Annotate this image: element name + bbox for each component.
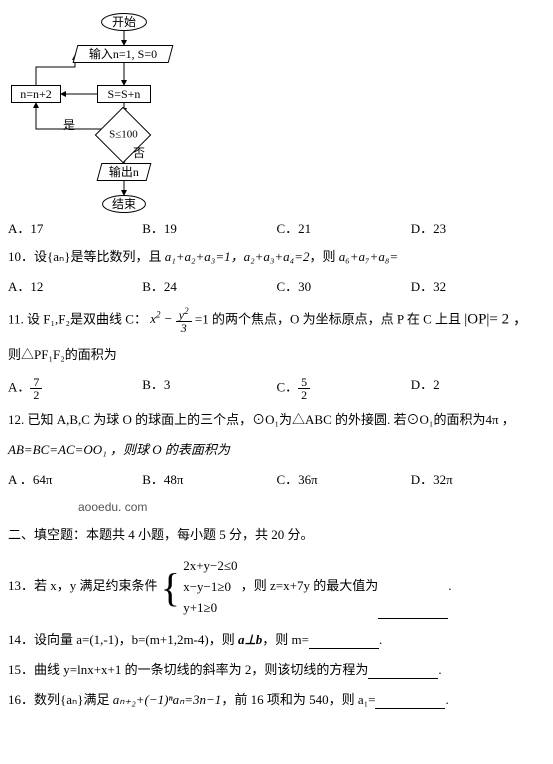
q13-c1: 2x+y−2≤0 <box>183 556 237 577</box>
q11-opt-d: D．2 <box>411 376 545 401</box>
q14: 14．设向量 a=(1,-1)，b=(m+1,2m-4)，则 a⊥b，则 m=. <box>8 631 545 649</box>
fc-output-text: 输出n <box>109 164 139 181</box>
q16-mid: 满足 <box>83 692 112 707</box>
q11-opt-a: A．72 <box>8 376 142 401</box>
q16-post: ，前 16 项和为 540，则 a₁= <box>221 692 375 707</box>
q12-opt-a: A ．64π <box>8 471 142 489</box>
q12-opt-c: C．36π <box>277 471 411 489</box>
q11-op: |OP|= 2 ， <box>464 311 528 327</box>
fc-yes-label: 是 <box>63 117 75 134</box>
q11-options: A．72 B．3 C．52 D．2 <box>8 376 545 401</box>
q9-opt-c: C．21 <box>277 220 411 238</box>
q16-seq: {aₙ} <box>60 692 83 707</box>
q11-opt-c: C．52 <box>277 376 411 401</box>
q13: 13．若 x，y 满足约束条件 { 2x+y−2≤0 x−y−1≥0 y+1≥0… <box>8 556 545 618</box>
q11-stem: 11. 设 F₁,F₂是双曲线 C： x2 − y23 =1 的两个焦点，O 为… <box>8 307 545 334</box>
watermark: aooedu. com <box>78 499 545 516</box>
q10-pre: 10．设 <box>8 249 47 264</box>
q13-dot: . <box>448 578 451 593</box>
q10-opt-b: B．24 <box>142 278 276 296</box>
fc-input: 输入n=1, S=0 <box>73 45 174 63</box>
q13-c3: y+1≥0 <box>183 598 237 619</box>
q10-opt-a: A．12 <box>8 278 142 296</box>
q10-eq2: a₆+a₇+a₈= <box>339 249 398 264</box>
q13-cases: 2x+y−2≤0 x−y−1≥0 y+1≥0 <box>183 556 237 618</box>
q10-eq1: a₁+a₂+a₃=1，a₂+a₃+a₄=2 <box>165 249 310 264</box>
q10-opt-d: D．32 <box>411 278 545 296</box>
section2-title: 二、填空题：本题共 4 小题，每小题 5 分，共 20 分。 <box>8 526 545 544</box>
q16: 16．数列{aₙ}满足 aₙ₊₂+(−1)ⁿaₙ=3n−1，前 16 项和为 5… <box>8 691 545 709</box>
q14-post: ，则 m= <box>262 632 309 647</box>
fc-cond-text: S≤100 <box>109 127 138 142</box>
q15-blank <box>368 665 438 679</box>
q14-perp: a⊥b <box>238 632 262 647</box>
flowchart-diagram: 开始 输入n=1, S=0 n=n+2 S=S+n S≤100 输出n 结束 是… <box>5 5 205 215</box>
q12-l1: 12. 已知 A,B,C 为球 O 的球面上的三个点，⊙O₁为△ABC 的外接圆… <box>8 411 545 429</box>
q11-formula: x2 − y23 <box>150 311 191 326</box>
q12-l2-text: AB=BC=AC=OO₁ ，则球 O 的表面积为 <box>8 442 230 457</box>
fc-input-text: 输入n=1, S=0 <box>89 46 157 63</box>
fc-no-label: 否 <box>133 145 145 162</box>
q16-pre: 16．数列 <box>8 692 60 707</box>
q11-pre: 11. 设 F₁,F₂是双曲线 C： <box>8 311 147 326</box>
q14-pre: 14．设向量 a=(1,-1)，b=(m+1,2m-4)，则 <box>8 632 238 647</box>
fc-output: 输出n <box>97 163 152 181</box>
q14-blank <box>309 635 379 649</box>
questions-content: A．17 B．19 C．21 D．23 10．设{aₙ}是等比数列，且 a₁+a… <box>8 220 545 721</box>
q14-dot: . <box>379 632 382 647</box>
fc-update-s: S=S+n <box>97 85 151 103</box>
q11-a-label: A． <box>8 379 30 394</box>
q9-opt-a: A．17 <box>8 220 142 238</box>
q10-stem: 10．设{aₙ}是等比数列，且 a₁+a₂+a₃=1，a₂+a₃+a₄=2，则 … <box>8 248 545 266</box>
q11-opt-b: B．3 <box>142 376 276 401</box>
flowchart-arrows <box>5 5 205 215</box>
fc-update-n: n=n+2 <box>11 85 61 103</box>
q15-text: 15．曲线 y=lnx+x+1 的一条切线的斜率为 2，则该切线的方程为 <box>8 662 368 677</box>
q9-opt-d: D．23 <box>411 220 545 238</box>
q12-opt-d: D．32π <box>411 471 545 489</box>
q10-mid1: 是等比数列，且 <box>70 249 164 264</box>
q10-mid2: ，则 <box>309 249 338 264</box>
fc-start: 开始 <box>101 13 147 31</box>
q12-options: A ．64π B．48π C．36π D．32π <box>8 471 545 489</box>
q16-blank <box>375 695 445 709</box>
q9-opt-b: B．19 <box>142 220 276 238</box>
q13-pre: 13．若 x，y 满足约束条件 <box>8 578 158 593</box>
q15-dot: . <box>438 662 441 677</box>
q9-options: A．17 B．19 C．21 D．23 <box>8 220 545 238</box>
q10-opt-c: C．30 <box>277 278 411 296</box>
q11-mid: =1 的两个焦点，O 为坐标原点，点 P 在 C 上且 <box>195 311 461 326</box>
q13-post: ，则 z=x+7y 的最大值为 <box>241 578 378 593</box>
q16-dot: . <box>445 692 448 707</box>
q11-stem2: 则△PF₁F₂的面积为 <box>8 346 545 364</box>
q12-opt-b: B．48π <box>142 471 276 489</box>
q12-l2: AB=BC=AC=OO₁ ，则球 O 的表面积为 <box>8 441 545 459</box>
q13-brace: { <box>161 568 180 608</box>
fc-end: 结束 <box>102 195 146 213</box>
q13-blank <box>378 605 448 619</box>
q13-c2: x−y−1≥0 <box>183 577 237 598</box>
q11-c-label: C． <box>277 379 299 394</box>
q10-options: A．12 B．24 C．30 D．32 <box>8 278 545 296</box>
q10-seq: {aₙ} <box>47 249 70 264</box>
q16-rec: aₙ₊₂+(−1)ⁿaₙ=3n−1 <box>113 692 222 707</box>
q15: 15．曲线 y=lnx+x+1 的一条切线的斜率为 2，则该切线的方程为. <box>8 661 545 679</box>
